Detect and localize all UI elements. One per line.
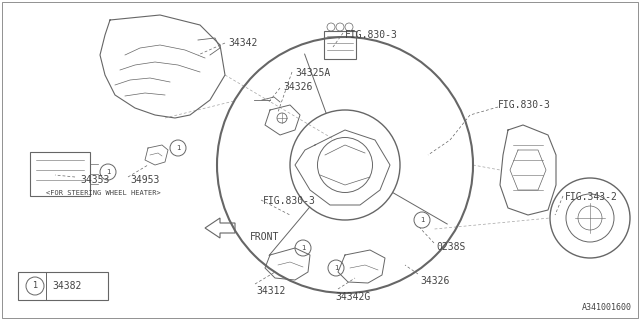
Text: 1: 1 <box>333 265 339 271</box>
Text: FRONT: FRONT <box>250 232 280 242</box>
Text: 34342G: 34342G <box>335 292 371 302</box>
Text: 34953: 34953 <box>130 175 159 185</box>
Text: 1: 1 <box>420 217 424 223</box>
Text: 34342: 34342 <box>228 38 257 48</box>
Text: 34325A: 34325A <box>295 68 330 78</box>
Text: FIG.830-3: FIG.830-3 <box>345 30 398 40</box>
Text: 1: 1 <box>106 169 110 175</box>
Text: FIG.343-2: FIG.343-2 <box>565 192 618 202</box>
Bar <box>18 272 108 300</box>
Text: 0238S: 0238S <box>436 242 465 252</box>
Text: 34326: 34326 <box>283 82 312 92</box>
Text: 34382: 34382 <box>52 281 81 291</box>
Text: <FOR STEERING WHEEL HEATER>: <FOR STEERING WHEEL HEATER> <box>45 190 161 196</box>
Text: 34353: 34353 <box>80 175 109 185</box>
Text: 34312: 34312 <box>256 286 285 296</box>
Text: 1: 1 <box>176 145 180 151</box>
Text: A341001600: A341001600 <box>582 303 632 312</box>
Text: 1: 1 <box>33 282 38 291</box>
Text: FIG.830-3: FIG.830-3 <box>498 100 551 110</box>
Text: 1: 1 <box>301 245 305 251</box>
Bar <box>30 152 90 196</box>
Text: FIG.830-3: FIG.830-3 <box>263 196 316 206</box>
Bar <box>324 31 356 59</box>
Text: 34326: 34326 <box>420 276 449 286</box>
